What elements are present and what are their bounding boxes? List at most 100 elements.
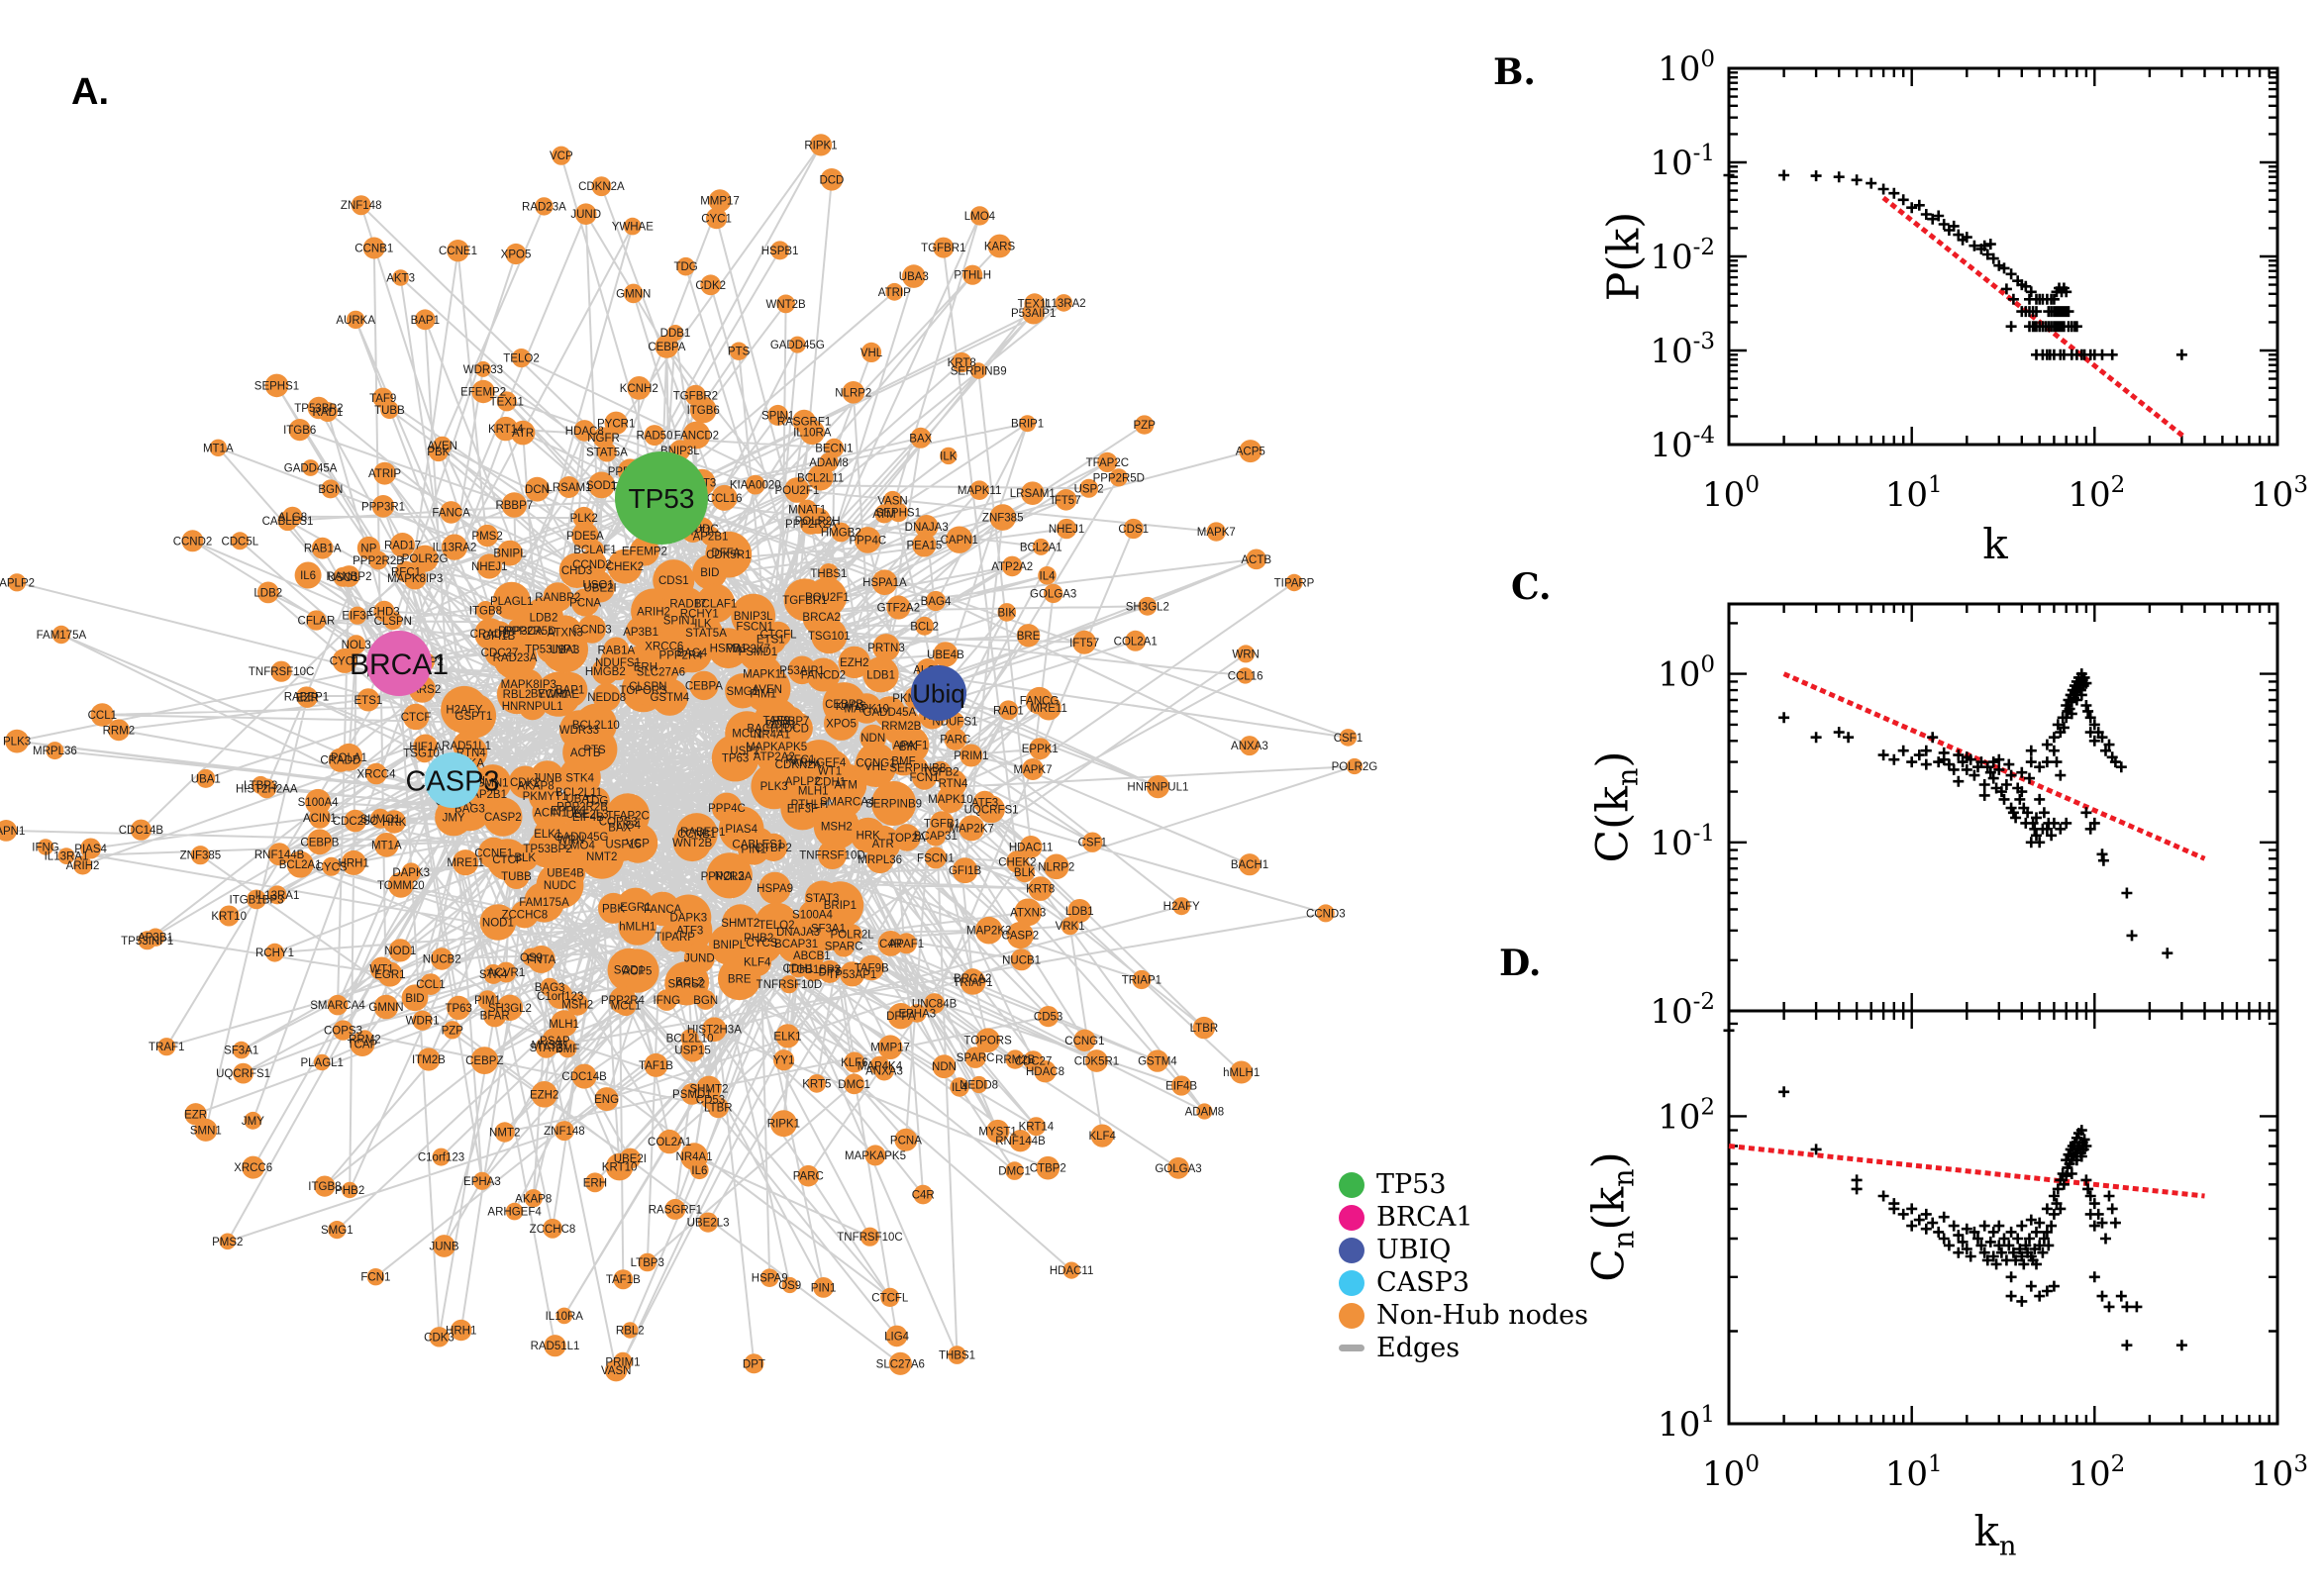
network-node-label: ATXN3 [548, 628, 583, 640]
network-node [540, 977, 559, 997]
network-node-label: FAM175A [519, 897, 569, 909]
legend-item-nonhub: Non-Hub nodes [1339, 1299, 1588, 1332]
network-node [914, 515, 939, 539]
network-node-label: ERH [583, 1177, 607, 1189]
network-node [700, 274, 722, 296]
network-node-label: ACIN1 [534, 807, 567, 819]
network-node [1239, 440, 1262, 463]
network-node-label: RAD17 [669, 599, 706, 611]
network-node-label: APLP2 [785, 776, 821, 788]
network-node [944, 728, 967, 750]
network-node [1316, 904, 1335, 923]
network-node [417, 1047, 441, 1071]
network-node [842, 924, 862, 945]
network-node-label: ETS1 [354, 695, 383, 707]
network-node-label: PLK2 [570, 513, 598, 525]
network-node-label: CDK5R1 [1074, 1056, 1119, 1068]
network-node [471, 379, 495, 404]
network-node [1055, 489, 1077, 511]
network-node-label: ZNF385 [180, 850, 222, 862]
network-node-label: SF3A1 [811, 923, 846, 935]
network-node-label: CEBPB [300, 837, 339, 848]
network-node [531, 1081, 557, 1108]
network-node-label: HIST2H3A [687, 1025, 742, 1037]
network-node-label: NMT2 [489, 1128, 520, 1140]
y-tick-label: 10-2 [1650, 989, 1715, 1032]
network-node [711, 484, 738, 511]
network-node-label: CCNG1 [856, 758, 895, 770]
network-node-label: LMO4 [564, 841, 596, 852]
network-node [570, 588, 600, 617]
network-node-label: ATR [512, 428, 534, 440]
network-node [327, 994, 349, 1016]
network-node [799, 943, 825, 968]
network-node-label: RAD50 [636, 431, 672, 443]
network-node-label: BRCA2 [954, 973, 991, 985]
network-node-label: ENG [594, 1094, 619, 1106]
network-node-label: P53AIP1 [779, 665, 824, 677]
legend-item-brca1: BRCA1 [1339, 1201, 1588, 1234]
network-node [314, 1175, 336, 1197]
network-node [313, 1053, 331, 1071]
network-node [130, 819, 152, 841]
network-node [503, 862, 530, 889]
network-node-label: IL4 [952, 1082, 968, 1094]
network-node-label: CDK2 [695, 280, 726, 292]
network-node-label: PIN1 [811, 1282, 837, 1294]
network-node-label: IL6 [300, 570, 316, 582]
network-node-label: NHEJ1 [1049, 524, 1084, 536]
network-node-label: HNRNPUL1 [502, 701, 563, 713]
network-node-label: UBA3 [899, 271, 929, 283]
network-node-label: GADD45A [284, 463, 338, 475]
network-node-label: RAD23A [493, 652, 538, 664]
network-node [779, 975, 799, 994]
network-node-label: RAD23A [522, 201, 566, 213]
x-tick-label: 102 [2068, 1451, 2125, 1494]
x-tick-label: 101 [1885, 472, 1943, 515]
network-node [552, 671, 588, 708]
network-node [937, 785, 964, 814]
network-node-label: BMF [556, 1044, 579, 1055]
network-node-label: VASN [877, 495, 907, 507]
network-node-label: MSH2 [821, 822, 853, 834]
network-node [585, 1172, 605, 1193]
network-node [962, 264, 983, 285]
network-node [948, 1346, 966, 1364]
network-node-label: PMS2 [471, 531, 502, 543]
network-node-label: TGFBR1 [921, 243, 965, 254]
network-node-label: PPP2R4 [659, 650, 704, 662]
network-node-label: SMG1 [321, 1225, 354, 1237]
network-node-label: CDC14B [561, 1071, 607, 1083]
network-node-label: BCL2L11 [797, 472, 844, 484]
network-node-label: FSCN1 [917, 852, 955, 864]
network-node-label: SHMT2 [690, 1083, 729, 1095]
network-node-label: CYCS [746, 938, 777, 949]
network-node-label: LTBP3 [244, 780, 277, 792]
network-node-label: BRCA2 [802, 612, 840, 624]
network-node-label: ATF3 [676, 926, 703, 938]
network-node [1019, 415, 1037, 433]
network-node-label: DPT [819, 966, 842, 978]
network-node [1032, 538, 1050, 555]
network-node-label: IL6 [691, 1165, 707, 1177]
network-node-label: MAP2K2 [966, 926, 1011, 938]
network-node-label: C4R [912, 1190, 935, 1202]
network-node-label: DPT [743, 1358, 765, 1370]
network-node [623, 283, 644, 304]
network-node-label: RFC1 [785, 754, 815, 766]
network-node [842, 381, 865, 404]
network-node-label: WDR33 [559, 725, 599, 737]
network-node-label: STAT3 [530, 1043, 563, 1054]
network-node [479, 904, 517, 941]
panel-c-label: C. [1511, 566, 1552, 608]
hub-label-casp3: CASP3 [405, 765, 499, 797]
network-node [306, 610, 327, 631]
hub-label-brca1: BRCA1 [350, 648, 449, 681]
hub-node-casp3 [425, 752, 480, 808]
network-node-label: PSAP [540, 1036, 570, 1047]
network-node-label: POLR2G [402, 553, 449, 565]
network-node-label: NR4A1 [754, 729, 790, 741]
network-node-label: BCLAF1 [573, 545, 616, 556]
network-node-label: PLAGL1 [300, 1057, 343, 1069]
y-tick-label: 10-2 [1650, 235, 1715, 277]
